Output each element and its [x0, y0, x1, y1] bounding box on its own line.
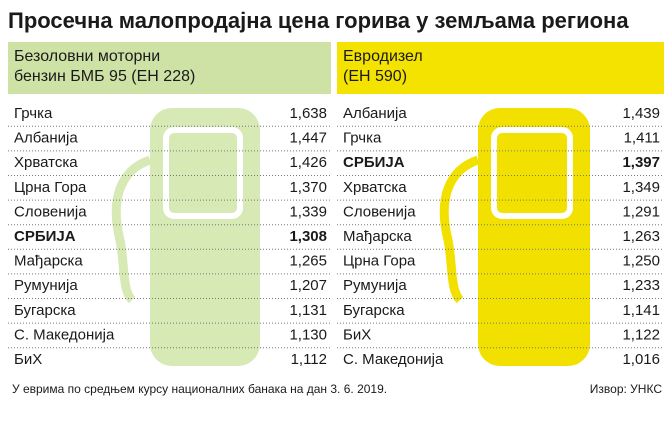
- country: Словенија: [14, 203, 87, 220]
- title: Просечна малопродајна цена горива у земљ…: [8, 8, 629, 33]
- price: 1,308: [289, 228, 327, 245]
- footer-note: У еврима по средњем курсу националних ба…: [12, 382, 387, 396]
- country: Хрватска: [14, 154, 78, 171]
- price: 1,349: [622, 179, 660, 196]
- table-header: бензин БМБ 95 (ЕН 228): [14, 68, 195, 85]
- table-header: Безоловни моторни: [14, 48, 160, 65]
- country: БиХ: [14, 351, 42, 368]
- country: Црна Гора: [14, 179, 87, 196]
- header-bg: [8, 42, 331, 94]
- price: 1,131: [289, 302, 327, 319]
- price: 1,233: [622, 277, 660, 294]
- price: 1,397: [622, 154, 660, 171]
- country: Словенија: [343, 203, 416, 220]
- price: 1,141: [622, 302, 660, 319]
- country: С. Македонија: [14, 326, 115, 343]
- price: 1,439: [622, 105, 660, 122]
- price: 1,447: [289, 130, 327, 147]
- price: 1,016: [622, 351, 660, 368]
- price: 1,426: [289, 154, 327, 171]
- country: БиХ: [343, 326, 371, 343]
- country: Грчка: [343, 130, 382, 147]
- table-header: (ЕН 590): [343, 68, 407, 85]
- country: Мађарска: [14, 253, 83, 270]
- price: 1,263: [622, 228, 660, 245]
- table-header: Евродизел: [343, 48, 423, 65]
- price: 1,130: [289, 326, 327, 343]
- country: Албанија: [14, 130, 78, 147]
- country: Хрватска: [343, 179, 407, 196]
- price: 1,638: [289, 105, 327, 122]
- price: 1,112: [291, 351, 327, 368]
- country: С. Македонија: [343, 351, 444, 368]
- price: 1,250: [622, 253, 660, 270]
- price: 1,265: [289, 253, 327, 270]
- country: Румунија: [14, 277, 78, 294]
- price: 1,291: [622, 203, 660, 220]
- country: СРБИЈА: [14, 228, 76, 245]
- country: Румунија: [343, 277, 407, 294]
- pump-icon: [111, 108, 260, 366]
- price: 1,411: [624, 130, 660, 147]
- country: Бугарска: [14, 302, 76, 319]
- footer-source: Извор: УНКС: [590, 382, 663, 396]
- price: 1,370: [289, 179, 327, 196]
- pump-icon: [439, 108, 590, 366]
- price: 1,207: [289, 277, 327, 294]
- header-bg: [337, 42, 664, 94]
- country: Грчка: [14, 105, 53, 122]
- price: 1,339: [289, 203, 327, 220]
- country: Албанија: [343, 105, 407, 122]
- country: Црна Гора: [343, 253, 416, 270]
- country: Бугарска: [343, 302, 405, 319]
- country: Мађарска: [343, 228, 412, 245]
- country: СРБИЈА: [343, 154, 405, 171]
- price: 1,122: [622, 326, 660, 343]
